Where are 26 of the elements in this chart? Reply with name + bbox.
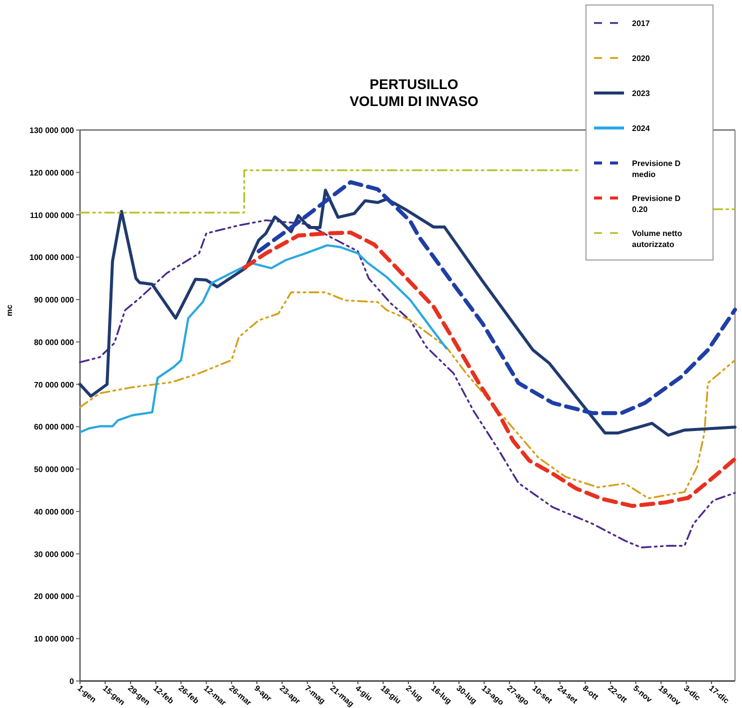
y-tick-label: 100 000 000 <box>30 253 75 262</box>
y-tick-label: 70 000 000 <box>34 380 75 390</box>
legend-label: 2020 <box>632 54 650 63</box>
legend-label: Previsione D medio <box>632 159 681 179</box>
line-series <box>256 180 737 416</box>
y-axis-title: mc <box>5 304 14 316</box>
y-tick-label: 50 000 000 <box>34 465 75 474</box>
y-tick-label: 20 000 000 <box>34 592 75 602</box>
line-series <box>242 230 737 508</box>
line-series <box>78 244 448 434</box>
y-tick-label: 0 <box>70 677 75 686</box>
y-tick-label: 10 000 000 <box>34 634 75 644</box>
legend-label: 2024 <box>632 124 650 133</box>
chart-title: PERTUSILLO VOLUMI DI INVASO <box>350 76 479 109</box>
legend-label: 2023 <box>632 89 650 98</box>
y-tick-label: 110 000 000 <box>30 210 75 220</box>
y-tick-label: 60 000 000 <box>34 422 75 432</box>
y-tick-label: 130 000 000 <box>30 126 75 135</box>
legend-label: Volume netto autorizzato <box>632 229 682 249</box>
y-tick-label: 90 000 000 <box>34 296 75 305</box>
y-tick-label: 120 000 000 <box>30 168 75 178</box>
y-tick-label: 40 000 000 <box>34 507 75 516</box>
y-tick-label: 80 000 000 <box>34 338 75 347</box>
legend-label: Previsione D 0.20 <box>632 194 681 214</box>
y-tick-label: 30 000 000 <box>34 550 75 559</box>
legend-label: 2017 <box>632 19 650 28</box>
